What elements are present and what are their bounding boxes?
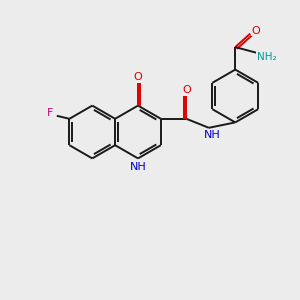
Text: NH₂: NH₂ xyxy=(257,52,277,62)
Text: O: O xyxy=(182,85,191,95)
Text: F: F xyxy=(47,108,53,118)
Text: NH: NH xyxy=(130,162,146,172)
Text: NH: NH xyxy=(203,130,220,140)
Text: O: O xyxy=(134,71,142,82)
Text: O: O xyxy=(251,26,260,36)
